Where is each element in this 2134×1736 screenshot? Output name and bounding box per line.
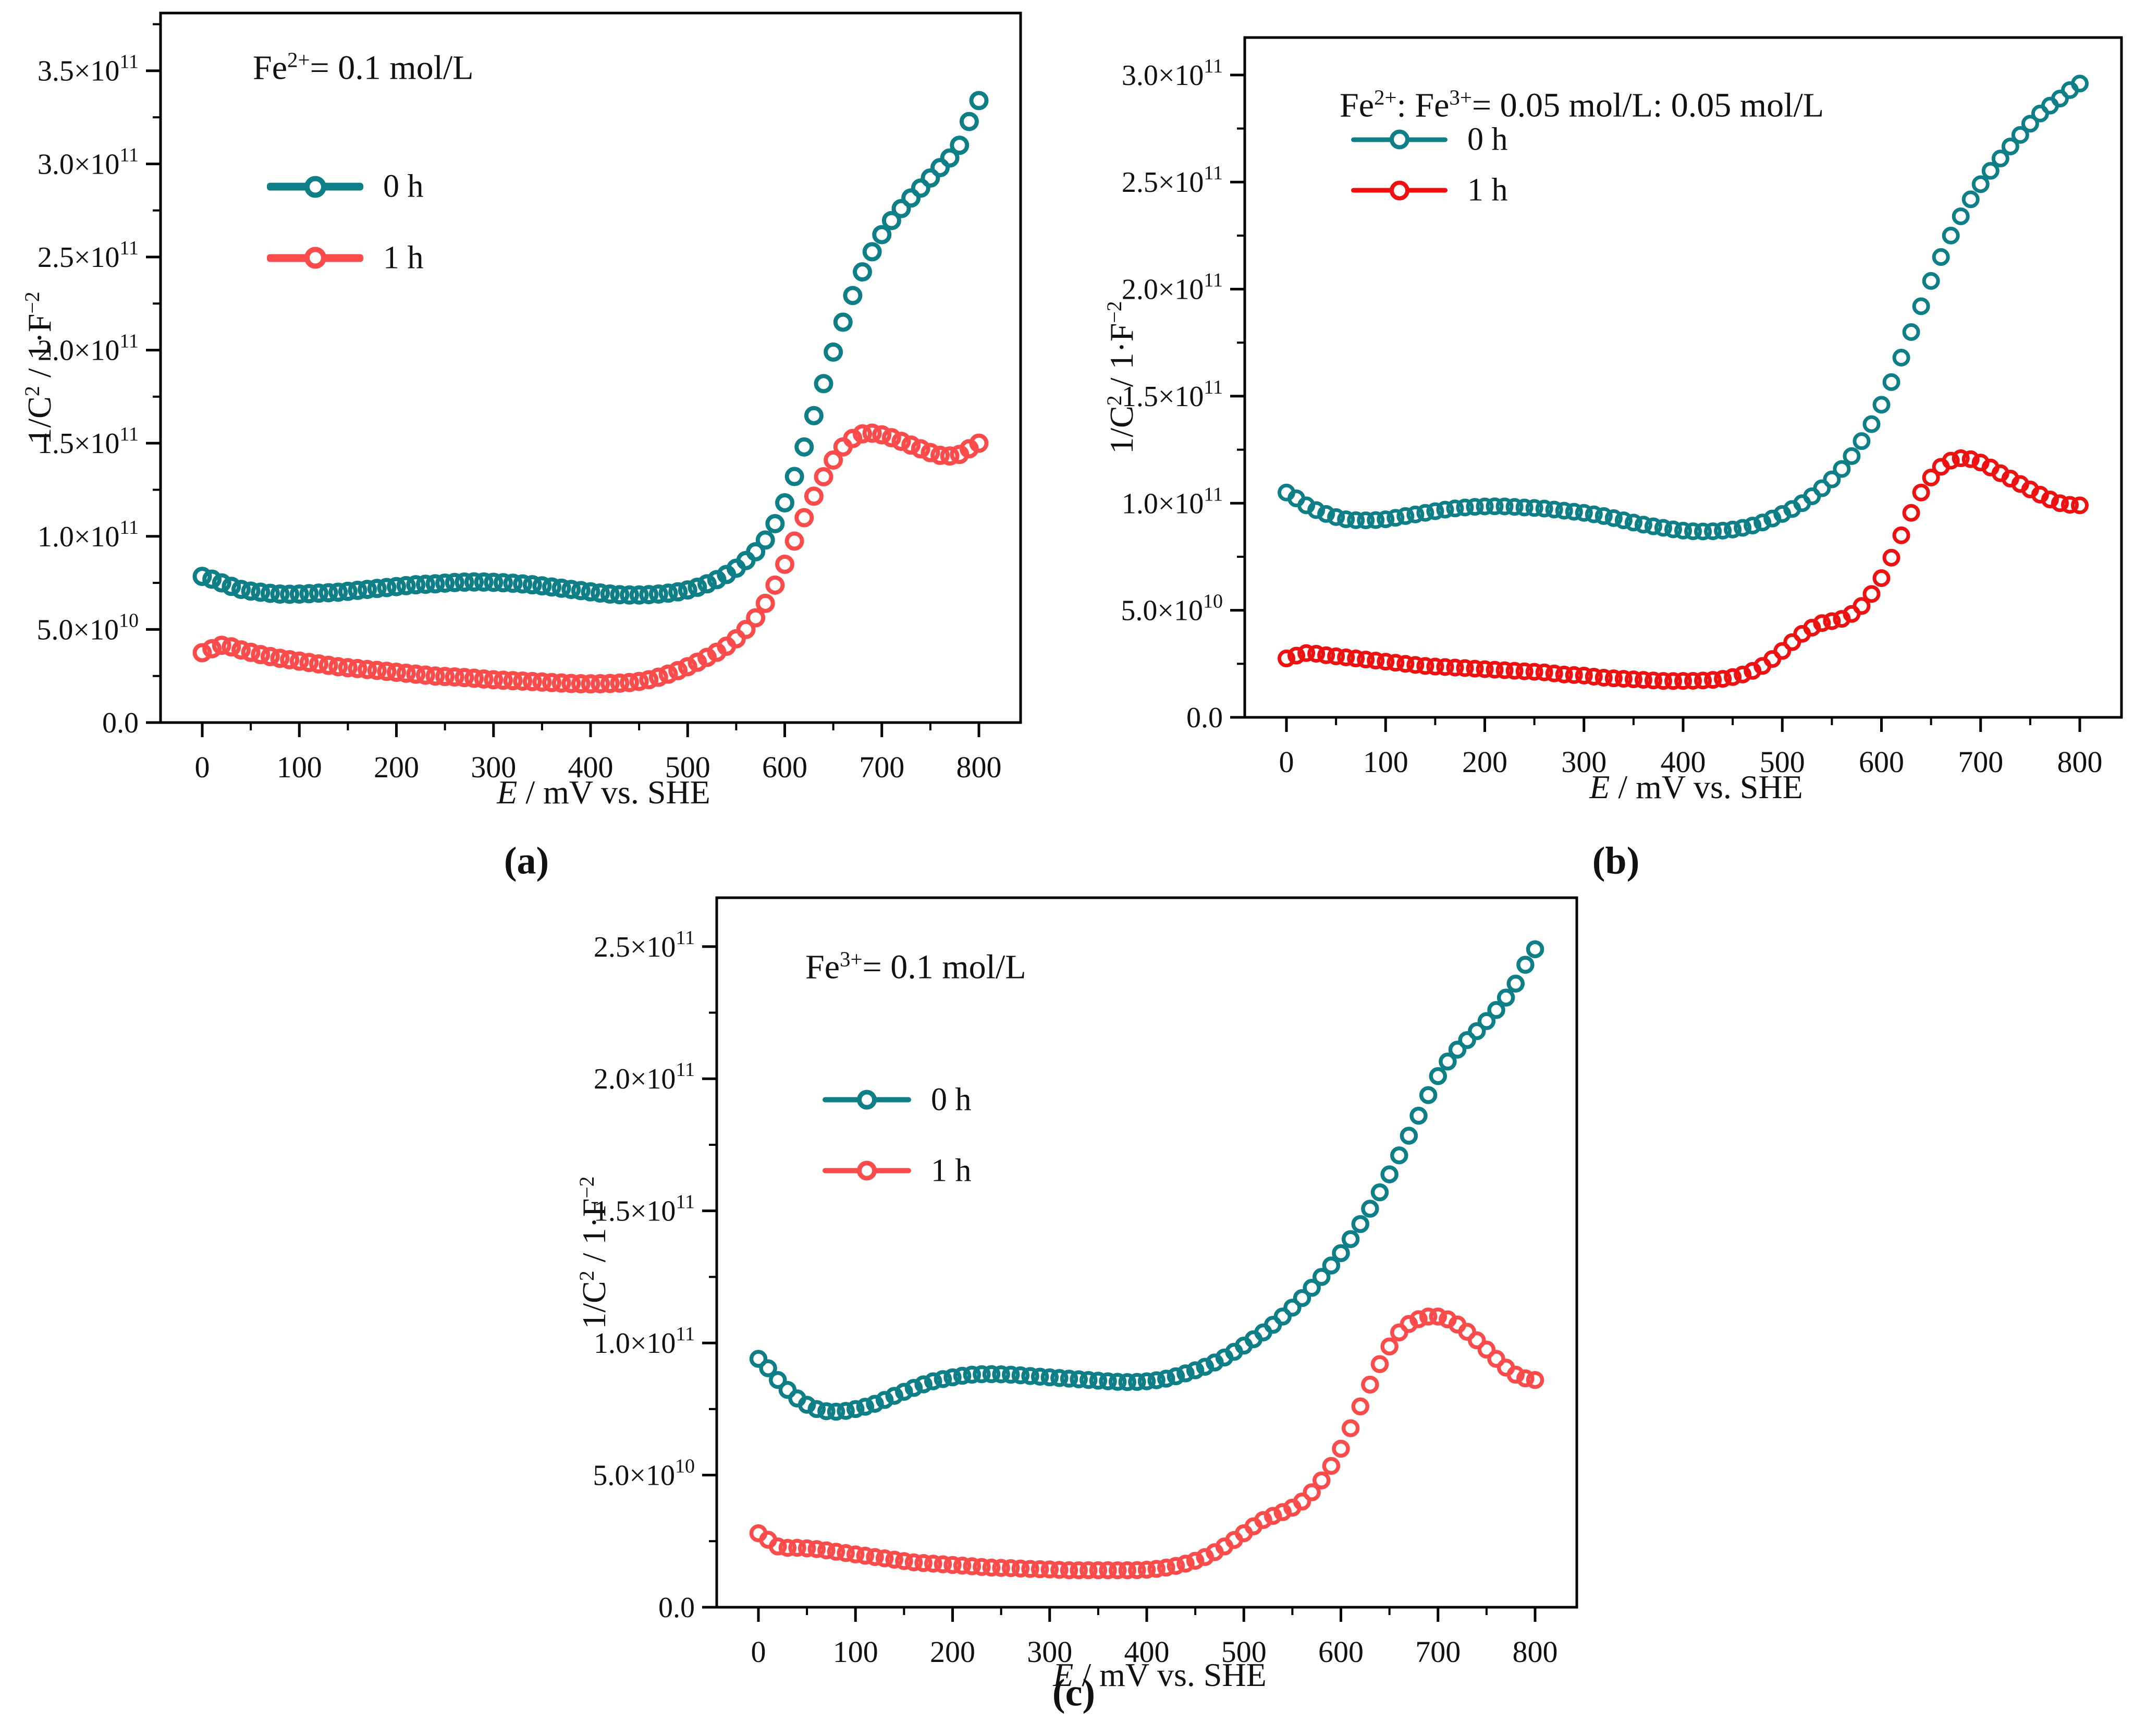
plot-frame: [159, 11, 1022, 724]
y-tick-label: 2.0×1011: [1122, 270, 1223, 306]
legend-line-marker-icon: [823, 1160, 911, 1181]
legend-item-0h: 0 h: [823, 1081, 972, 1118]
x-tick-label: 400: [568, 750, 614, 784]
x-tick-label: 300: [1561, 745, 1606, 779]
x-tick-label: 500: [1760, 745, 1805, 779]
legend-circle-marker-icon: [1389, 180, 1409, 201]
y-tick-label: 3.0×1011: [1122, 55, 1223, 92]
legend-label: 0 h: [931, 1082, 972, 1118]
y-tick-label: 0.0: [102, 707, 139, 739]
legend-line-marker-icon: [1351, 129, 1448, 150]
x-tick-label: 800: [1513, 1635, 1558, 1669]
chart-a-title: Fe2+= 0.1 mol/L: [253, 48, 474, 87]
x-tick-label: 800: [2057, 745, 2103, 779]
y-tick-label: 2.0×1011: [594, 1059, 695, 1095]
legend-label: 1 h: [1467, 172, 1508, 208]
legend-circle-marker-icon: [304, 176, 326, 198]
chart-a-caption: (a): [504, 839, 549, 883]
series-0h-points: [1278, 75, 2089, 541]
x-tick-label: 200: [374, 750, 419, 784]
chart-b-x-axis-label: E / mV vs. SHE: [1589, 768, 1803, 805]
x-tick-label: 100: [833, 1635, 878, 1669]
chart-a-x-axis-label: E / mV vs. SHE: [497, 774, 710, 811]
y-tick-label: 1.0×1011: [1122, 483, 1223, 520]
chart-b-caption: (b): [1592, 839, 1640, 883]
y-tick-label: 3.0×1011: [38, 144, 139, 180]
legend-circle-marker-icon: [857, 1160, 877, 1181]
chart-b-y-axis-label: 1/C2 / 1·F−2: [1102, 301, 1140, 454]
legend-line-marker-icon: [267, 247, 363, 269]
x-tick-label: 700: [1958, 745, 2003, 779]
x-tick-label: 300: [471, 750, 516, 784]
legend-label: 0 h: [383, 168, 424, 204]
x-tick-label: 500: [1221, 1635, 1267, 1669]
y-tick-label: 1.0×1011: [594, 1323, 695, 1360]
chart-a-y-axis-label: 1/C2 / 1·F−2: [20, 291, 58, 445]
y-tick-label: 3.5×1011: [38, 51, 139, 88]
series-0h-points: [749, 940, 1544, 1421]
y-tick-label: 0.0: [1186, 702, 1223, 734]
x-tick-label: 600: [762, 750, 807, 784]
x-tick-label: 100: [277, 750, 322, 784]
series-1h-points: [192, 423, 989, 694]
x-tick-label: 800: [956, 750, 1002, 784]
legend-item-1h: 1 h: [823, 1152, 972, 1189]
x-tick-label: 0: [751, 1635, 766, 1669]
x-tick-label: 700: [859, 750, 904, 784]
y-tick-label: 1.5×1011: [38, 423, 139, 460]
legend-line-marker-icon: [1351, 180, 1448, 201]
x-tick-label: 700: [1415, 1635, 1461, 1669]
legend-label: 1 h: [383, 240, 424, 276]
y-tick-label: 5.0×1010: [36, 609, 139, 646]
legend-circle-marker-icon: [304, 247, 326, 269]
x-tick-label: 0: [195, 750, 210, 784]
legend-item-0h: 0 h: [1351, 121, 1508, 158]
y-tick-label: 0.0: [658, 1592, 695, 1624]
y-tick-label: 2.0×1011: [38, 331, 139, 367]
legend-item-1h: 1 h: [1351, 172, 1508, 209]
x-tick-label: 0: [1279, 745, 1294, 779]
y-tick-label: 2.5×1011: [1122, 162, 1223, 199]
x-tick-label: 500: [665, 750, 710, 784]
legend-label: 1 h: [931, 1153, 972, 1189]
chart-c-y-axis-label: 1/C2 / 1·F−2: [575, 1176, 613, 1329]
legend-line-marker-icon: [267, 176, 363, 198]
series-0h-points: [192, 91, 989, 605]
legend-item-0h: 0 h: [267, 168, 424, 205]
x-tick-label: 300: [1027, 1635, 1072, 1669]
y-tick-label: 2.5×1011: [594, 927, 695, 963]
x-tick-label: 200: [1462, 745, 1507, 779]
legend-item-1h: 1 h: [267, 239, 424, 276]
chart-c-caption: (c): [1052, 1671, 1096, 1715]
series-1h-points: [1278, 449, 2089, 690]
chart-c: 0 100 200 300 400 500 600 700 800 0.0 5.0×1010 1.0×…: [593, 896, 1578, 1669]
chart-b-title: Fe2+: Fe3+= 0.05 mol/L: 0.05 mol/L: [1340, 85, 1824, 125]
legend-line-marker-icon: [823, 1090, 911, 1110]
series-1h-points: [749, 1307, 1544, 1580]
x-tick-label: 400: [1124, 1635, 1170, 1669]
y-tick-label: 5.0×1010: [1121, 591, 1223, 627]
legend-circle-marker-icon: [1389, 129, 1409, 150]
plot-frame: [715, 896, 1578, 1609]
chart-c-x-axis-label: E / mV vs. SHE: [1053, 1656, 1267, 1693]
x-tick-label: 400: [1661, 745, 1706, 779]
x-tick-label: 600: [1318, 1635, 1364, 1669]
y-tick-label: 2.5×1011: [38, 237, 139, 274]
x-tick-label: 600: [1859, 745, 1904, 779]
legend-label: 0 h: [1467, 121, 1508, 157]
chart-a: 0 100 200 300 400 500 600 700 800 0.0 5.0×1010 1.0×…: [36, 11, 1022, 784]
y-tick-label: 1.5×1011: [1122, 376, 1223, 413]
chart-b: 0 100 200 300 400 500 600 700 800 0.0 5.0×1010 1.0×…: [1121, 36, 2123, 779]
chart-c-title: Fe3+= 0.1 mol/L: [805, 947, 1026, 986]
x-tick-label: 100: [1363, 745, 1408, 779]
y-tick-label: 1.5×1011: [594, 1191, 695, 1228]
x-tick-label: 200: [930, 1635, 975, 1669]
legend-circle-marker-icon: [857, 1090, 877, 1110]
y-tick-label: 5.0×1010: [593, 1456, 695, 1492]
y-tick-label: 1.0×1011: [38, 517, 139, 553]
